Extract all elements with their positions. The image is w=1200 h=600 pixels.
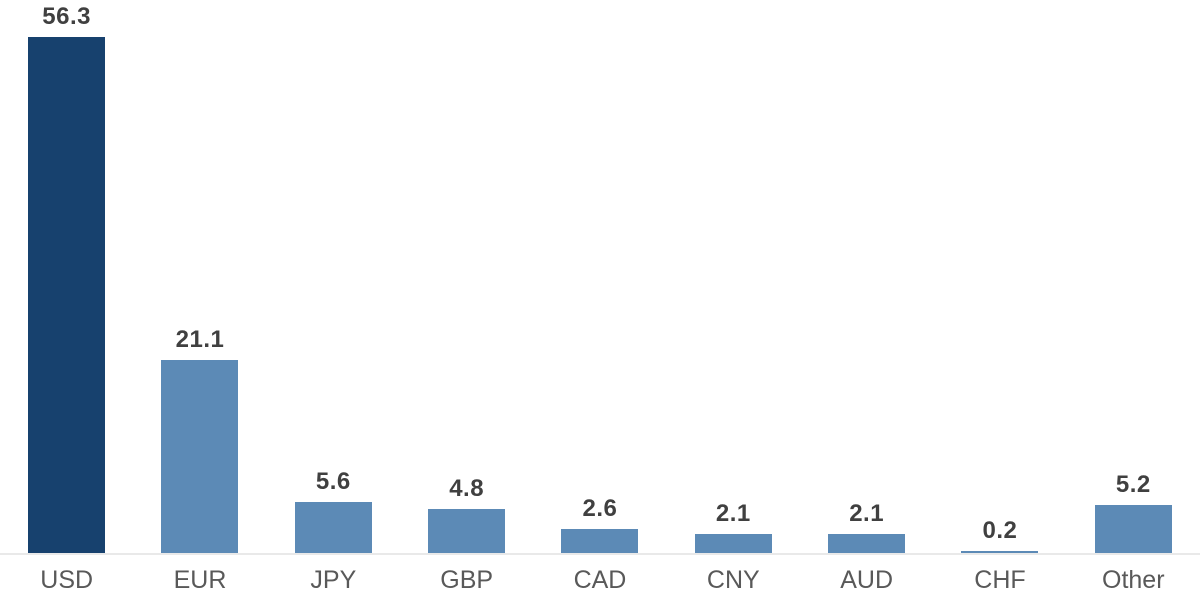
bar-value-label: 2.1	[715, 500, 751, 527]
bar-group: 2.6	[533, 0, 666, 553]
x-axis-line	[0, 553, 1200, 555]
x-axis-labels: USD EUR JPY GBP CAD CNY AUD CHF Other	[0, 555, 1200, 593]
bar-value-label: 2.1	[849, 500, 885, 527]
bar	[694, 534, 772, 553]
bar	[28, 37, 106, 553]
bar-group: 56.3	[0, 0, 133, 553]
x-axis-tick-label: CHF	[974, 566, 1026, 594]
x-axis-tick-label: CAD	[573, 566, 627, 594]
bar	[961, 551, 1039, 553]
bar-value-label: 21.1	[175, 326, 225, 353]
bar-value-label: 5.2	[1115, 471, 1151, 498]
bar-value-label: 56.3	[42, 3, 92, 30]
bar-group: 2.1	[800, 0, 933, 553]
bar-group: 2.1	[667, 0, 800, 553]
bar	[161, 360, 239, 553]
bar	[828, 534, 906, 553]
bar	[1094, 505, 1172, 553]
x-axis-tick-label: CNY	[706, 566, 760, 594]
bar-group: 0.2	[933, 0, 1066, 553]
bar-value-label: 4.8	[449, 475, 485, 502]
x-axis-tick-label: GBP	[440, 566, 494, 594]
x-axis-tick-label: AUD	[840, 566, 894, 594]
x-axis-tick-label: EUR	[173, 566, 227, 594]
bar	[294, 502, 372, 553]
bar-group: 4.8	[400, 0, 533, 553]
x-axis-tick-label: JPY	[310, 566, 357, 594]
bar	[561, 529, 639, 553]
bar-group: 21.1	[133, 0, 266, 553]
x-axis-tick-label: Other	[1102, 566, 1165, 594]
x-axis-tick-label: USD	[40, 566, 94, 594]
bar-group: 5.2	[1067, 0, 1200, 553]
plot-area: 56.3 21.1 5.6 4.8 2.6 2.1 2.1 0.2 5.2	[0, 0, 1200, 553]
bar	[428, 509, 506, 553]
bar-group: 5.6	[267, 0, 400, 553]
bar-value-label: 2.6	[582, 495, 618, 522]
bar-value-label: 0.2	[982, 517, 1018, 544]
bar-value-label: 5.6	[315, 468, 351, 495]
